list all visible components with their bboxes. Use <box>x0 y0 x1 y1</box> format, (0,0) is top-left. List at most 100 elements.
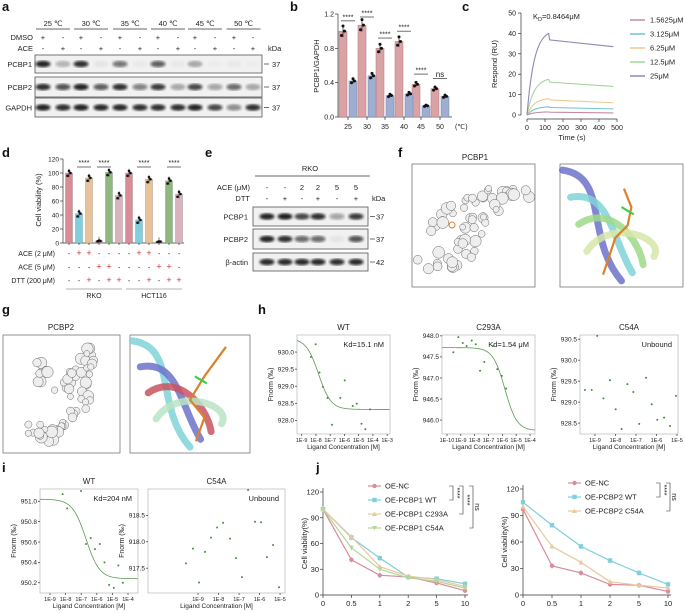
y-tick-label: 950.6 <box>21 539 38 546</box>
data-point <box>369 76 372 80</box>
data-point <box>608 379 611 382</box>
x-tick-label: 1E-6 <box>339 438 351 444</box>
y-tick-label: 40 <box>508 31 516 38</box>
data-point <box>500 374 503 377</box>
legend-label: OE-PCBP1 WT <box>385 496 437 505</box>
y-tick-label: 120 <box>506 485 519 494</box>
kd-annotation: Kd=15.1 nM <box>343 340 384 349</box>
data-point <box>76 215 79 218</box>
blot-membrane <box>34 76 263 98</box>
condition-sign: + <box>106 262 111 272</box>
marker-circle <box>665 589 671 594</box>
surface-atom <box>51 386 59 394</box>
y-tick-label: 20 <box>52 226 60 233</box>
data-point <box>278 586 281 589</box>
protein-band <box>245 104 261 111</box>
surface-atom <box>507 188 520 201</box>
data-point <box>166 182 169 185</box>
data-point <box>461 342 464 345</box>
x-tick-label: 1E-4 <box>367 438 379 444</box>
data-point <box>254 520 257 523</box>
legend-label: OE-PCBP1 C54A <box>385 524 444 533</box>
significance-label: **** <box>380 32 391 39</box>
protein-band <box>207 83 223 91</box>
data-point <box>360 422 363 425</box>
protein-ribbon <box>128 337 194 451</box>
treatment-sign: + <box>251 44 256 53</box>
protein-ribbon <box>575 214 647 269</box>
data-point <box>470 339 473 342</box>
protein-band <box>227 61 242 67</box>
data-point <box>121 581 124 584</box>
x-tick-label: 1E-9 <box>44 597 56 603</box>
treatment-sign: + <box>99 44 104 53</box>
x-tick-label: 1E-8 <box>213 597 225 603</box>
comparison-bracket <box>656 482 661 498</box>
surface-atom <box>436 216 449 229</box>
data-point <box>260 521 263 524</box>
y-axis-label: Fnorm (‰) <box>268 368 275 402</box>
protein-band <box>73 60 89 68</box>
protein-band <box>259 213 275 220</box>
marker-triangle-down <box>372 526 377 531</box>
data-point <box>380 46 383 50</box>
data-point <box>77 210 81 213</box>
condition-sign: - <box>178 265 181 272</box>
marker-circle <box>572 480 577 486</box>
y-tick-label: 40 <box>52 212 60 219</box>
sensorgram-line <box>526 78 614 116</box>
condition-sign: - <box>98 251 101 258</box>
protein-band <box>93 104 109 111</box>
treatment-sign: - <box>301 194 304 203</box>
kda-marker: 37 <box>272 60 280 69</box>
bar <box>338 30 348 118</box>
surface-atom <box>446 200 456 211</box>
x-tick-label: 1E-5 <box>274 597 286 603</box>
blot-pcbp2: PCBP2 37 <box>7 76 280 98</box>
data-point <box>66 507 69 510</box>
bar <box>430 88 440 118</box>
data-point <box>442 95 445 99</box>
x-tick-label: 35 <box>381 124 389 131</box>
y-tick-label: 951.0 <box>21 499 38 506</box>
protein-band <box>310 258 326 266</box>
surface-atom <box>67 393 74 400</box>
data-point <box>341 24 345 28</box>
plot-title: C54A <box>206 477 227 486</box>
condition-sign: - <box>128 265 131 272</box>
data-point <box>117 564 120 567</box>
bar <box>115 195 123 244</box>
treatment-sign: - <box>157 44 160 53</box>
data-point <box>69 171 72 175</box>
significance-label: **** <box>660 485 667 496</box>
protein-band <box>150 60 166 68</box>
condition-sign: - <box>158 278 161 285</box>
bar <box>85 177 93 244</box>
marker-circle <box>549 563 555 569</box>
x-tick-label: 1E-9 <box>589 438 601 444</box>
data-point <box>99 239 102 243</box>
bar <box>145 179 153 244</box>
treatment-sign: + <box>176 44 181 53</box>
marker-triangle-down <box>405 575 411 581</box>
data-point <box>343 29 346 33</box>
surface-atom <box>459 223 466 231</box>
plot-title: WT <box>337 323 350 332</box>
data-point <box>103 561 106 564</box>
data-point <box>321 385 324 388</box>
y-axis-label: Respond (RU) <box>490 40 499 88</box>
temperature-label: 45 ℃ <box>196 19 215 28</box>
surface-atom <box>33 427 45 439</box>
condition-sign: + <box>176 275 181 285</box>
y-tick-label: 947.0 <box>423 375 440 382</box>
data-point <box>457 336 460 339</box>
condition-sign: + <box>86 248 91 258</box>
kda-marker: 37 <box>272 83 280 92</box>
protein-band <box>112 83 128 91</box>
significance-label: **** <box>453 488 460 499</box>
data-point <box>590 388 593 391</box>
condition-sign: + <box>146 275 151 285</box>
condition-sign: - <box>108 251 111 258</box>
condition-label: DTT (200 μM) <box>11 278 55 285</box>
condition-sign: - <box>148 265 151 272</box>
